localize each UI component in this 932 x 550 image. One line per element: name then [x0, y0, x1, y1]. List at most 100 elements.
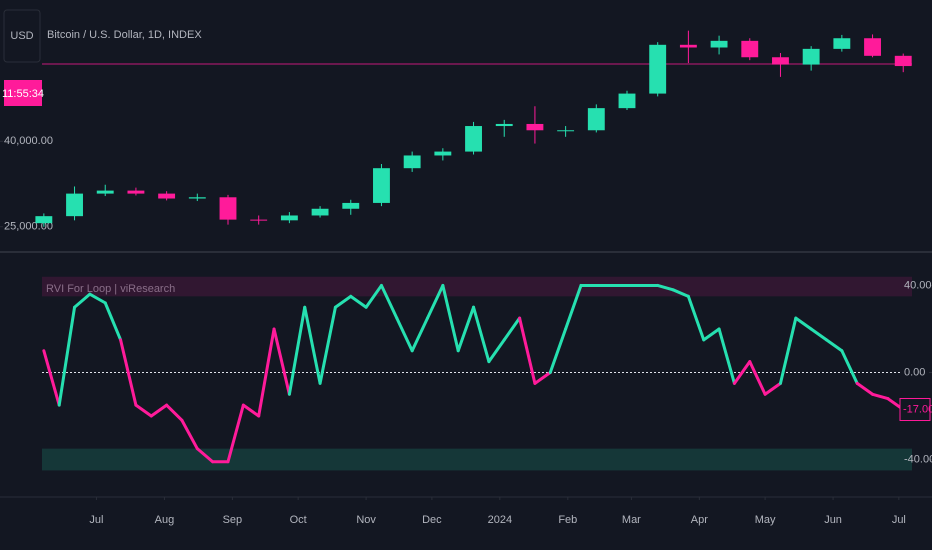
- x-tick-label: Feb: [558, 514, 577, 526]
- indicator-title: RVI For Loop | viResearch: [46, 283, 175, 295]
- indicator-segment: [287, 305, 307, 396]
- y-tick-label: 40,000.00: [4, 135, 53, 147]
- indicator-segment: [303, 305, 322, 385]
- candle-body: [35, 216, 53, 224]
- x-tick-label: Jul: [89, 514, 103, 526]
- last-value-box: [899, 397, 931, 421]
- indicator-segment: [487, 338, 506, 364]
- x-tick-label: May: [755, 514, 776, 526]
- candle-body: [127, 190, 145, 194]
- indicator-segment: [441, 283, 460, 353]
- currency: USD: [10, 30, 33, 42]
- band: [42, 276, 912, 297]
- x-tick-label: Oct: [290, 514, 307, 526]
- candle-body: [526, 123, 544, 131]
- indicator-segment: [871, 392, 890, 401]
- x-tick-label: Jun: [824, 514, 842, 526]
- candle-body: [679, 44, 697, 48]
- x-tick-label: 2024: [488, 514, 512, 526]
- indicator-segment: [119, 338, 138, 407]
- candle-body: [96, 190, 114, 194]
- x-tick-label: Aug: [155, 514, 175, 526]
- indicator-segment: [717, 327, 736, 385]
- candle-body: [741, 40, 759, 58]
- candle-body: [403, 155, 421, 169]
- indicator-segment: [180, 418, 199, 451]
- y-tick-label: 40.00: [904, 279, 932, 291]
- indicator-segment: [564, 283, 583, 331]
- x-tick-label: Dec: [422, 514, 442, 526]
- candle-body: [280, 215, 298, 221]
- indicator-segment: [134, 403, 153, 418]
- candle-body: [864, 38, 881, 56]
- candle-body: [710, 40, 728, 48]
- indicator-segment: [855, 381, 875, 396]
- indicator-segment: [702, 327, 721, 342]
- indicator-segment: [426, 283, 445, 320]
- indicator-segment: [533, 371, 552, 385]
- indicator-segment: [73, 292, 92, 309]
- candle-body: [833, 38, 851, 49]
- candle-body: [894, 55, 912, 67]
- indicator-segment: [272, 327, 291, 396]
- candle-body: [158, 193, 176, 199]
- candle-body: [434, 151, 452, 156]
- indicator-segment: [88, 292, 107, 305]
- band: [42, 448, 912, 471]
- x-tick-label: Apr: [691, 514, 708, 526]
- indicator-segment: [778, 316, 798, 385]
- indicator-segment: [748, 360, 767, 396]
- y-tick-label: -40.00: [904, 453, 932, 465]
- candle-body: [495, 123, 513, 127]
- x-tick-label: Sep: [223, 514, 243, 526]
- indicator-segment: [349, 294, 368, 309]
- indicator-segment: [656, 283, 675, 292]
- indicator-segment: [456, 305, 476, 353]
- candle-body: [66, 193, 83, 217]
- indicator-segment: [686, 294, 706, 342]
- indicator-segment: [42, 349, 61, 407]
- indicator-segment: [364, 283, 383, 309]
- indicator-segment: [257, 327, 276, 418]
- candle-body: [188, 197, 206, 199]
- countdown: 11:55:34: [2, 88, 44, 100]
- indicator-segment: [149, 403, 169, 418]
- candle-body: [219, 197, 237, 220]
- indicator-segment: [57, 305, 77, 407]
- candle-body: [342, 202, 360, 209]
- indicator-segment: [809, 327, 828, 342]
- currency-box[interactable]: [3, 9, 41, 63]
- indicator-segment: [379, 283, 399, 320]
- candle-body: [618, 93, 636, 109]
- indicator-segment: [226, 403, 245, 464]
- candle-body: [557, 130, 575, 132]
- indicator-segment: [502, 316, 522, 342]
- candle-body: [250, 219, 268, 221]
- indicator-segment: [395, 316, 414, 353]
- indicator-segment: [518, 316, 537, 385]
- symbol-title: Bitcoin / U.S. Dollar, 1D, INDEX: [47, 29, 202, 41]
- candle-body: [649, 44, 667, 94]
- indicator-segment: [548, 327, 568, 374]
- candle-body: [465, 126, 482, 152]
- candle-body: [802, 48, 820, 65]
- candle-body: [587, 108, 605, 131]
- indicator-segment: [671, 288, 690, 298]
- indicator-segment: [840, 349, 859, 385]
- y-tick-label: 0.00: [904, 366, 925, 378]
- indicator-segment: [333, 294, 353, 309]
- indicator-segment: [195, 447, 215, 464]
- y-tick-label: 25,000.00: [4, 221, 53, 233]
- candle-body: [772, 57, 789, 65]
- candle-body: [311, 208, 329, 216]
- indicator-segment: [241, 403, 261, 418]
- candle-body: [373, 168, 390, 203]
- indicator-segment: [410, 316, 429, 353]
- indicator-segment: [763, 381, 782, 396]
- indicator-segment: [165, 403, 184, 422]
- x-tick-label: Jul: [892, 514, 906, 526]
- indicator-segment: [794, 316, 813, 331]
- x-tick-label: Nov: [356, 514, 376, 526]
